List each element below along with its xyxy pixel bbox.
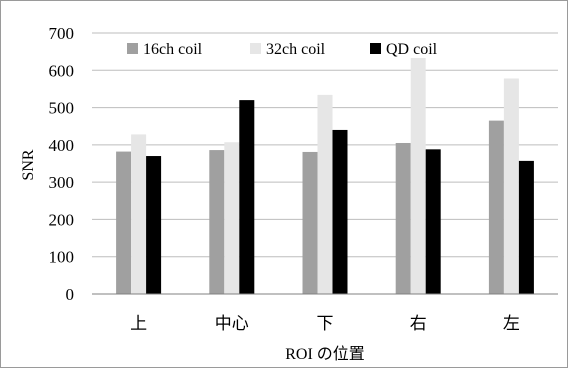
y-tick-label: 700 [49,24,75,43]
bar [332,129,348,294]
y-tick-label: 500 [49,99,75,118]
legend-label: 32ch coil [266,41,326,58]
y-axis-ticks: 0 100 200 300 400 500 600 700 [49,24,75,304]
bar [224,142,240,294]
y-tick-label: 0 [66,285,75,304]
bar [518,160,534,294]
x-tick-label: 中心 [215,314,249,333]
y-tick-label: 100 [49,248,75,267]
bar [410,57,426,294]
legend-swatch [370,43,381,54]
legend-swatch [127,43,138,54]
legend: 16ch coil 32ch coil QD coil [127,41,438,58]
y-tick-label: 200 [49,210,75,229]
legend-label: QD coil [386,41,438,58]
x-tick-label: 右 [410,314,427,333]
legend-label: 16ch coil [143,41,203,58]
bar [239,100,255,294]
bar [395,142,411,294]
bar [146,156,162,294]
y-tick-label: 600 [49,61,75,80]
x-tick-label: 左 [503,314,520,333]
bar [131,134,147,294]
bar [425,149,441,294]
x-tick-label: 上 [130,314,147,333]
x-tick-label: 下 [317,314,334,333]
bar [302,151,318,294]
bar [488,120,504,294]
bar [116,151,132,294]
y-tick-label: 300 [49,173,75,192]
legend-swatch [250,43,261,54]
y-axis-title: SNR [20,149,37,180]
x-axis-ticks: 上 中心 下 右 左 [130,314,520,333]
x-axis-title: ROI の位置 [285,345,365,363]
bars [116,57,534,294]
bar [317,94,333,294]
bar [209,150,225,294]
y-tick-label: 400 [49,136,75,155]
bar [503,78,519,294]
